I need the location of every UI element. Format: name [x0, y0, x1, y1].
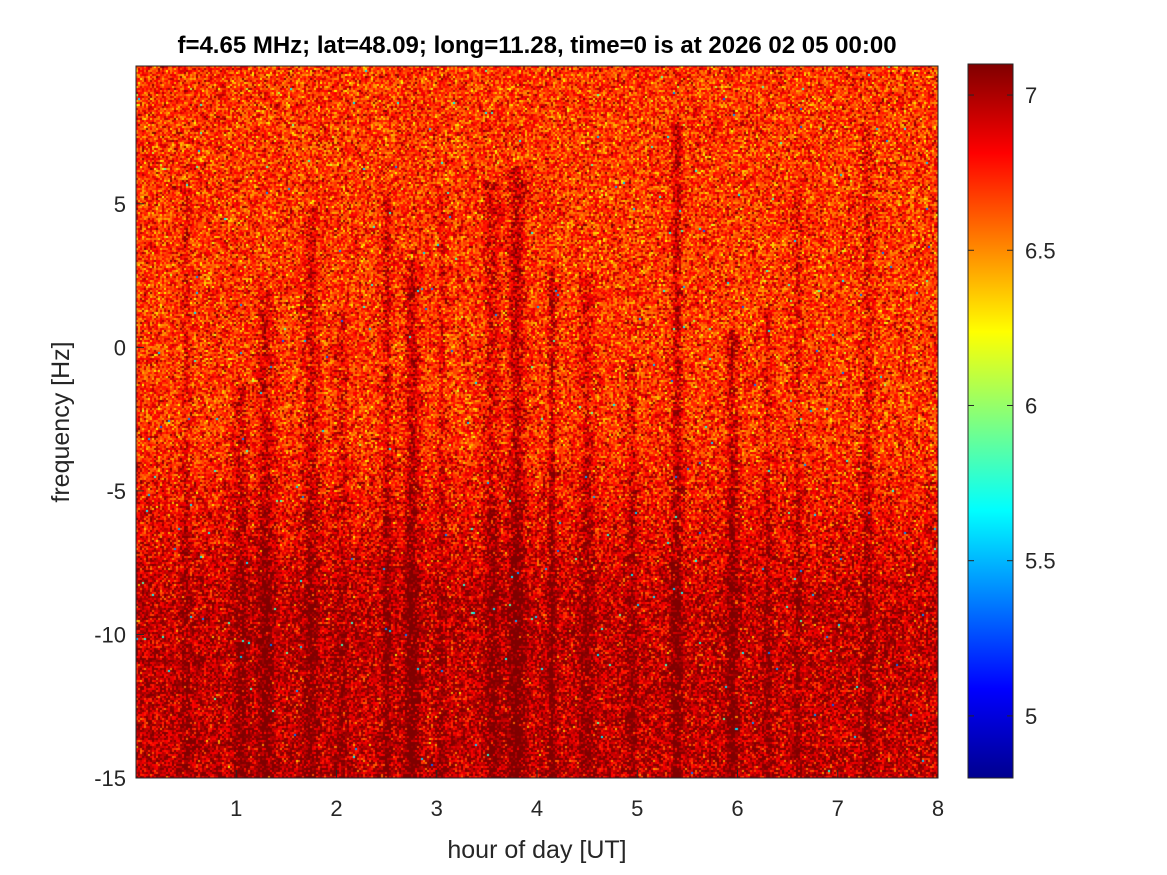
y-tick-label: -5 — [106, 479, 126, 504]
x-tick-label: 5 — [631, 796, 643, 821]
y-axis: -15 -10 -5 0 5 — [94, 192, 144, 791]
x-tick-label: 8 — [932, 796, 944, 821]
plot-area — [135, 65, 939, 779]
x-tick-label: 6 — [731, 796, 743, 821]
spectrogram-image — [136, 66, 938, 778]
x-axis: 1 2 3 4 5 6 7 8 — [230, 770, 944, 821]
colorbar-tick-label: 7 — [1025, 83, 1037, 108]
x-tick-label: 1 — [230, 796, 242, 821]
colorbar-tick-label: 6.5 — [1025, 238, 1056, 263]
colorbar-tick-label: 5.5 — [1025, 549, 1056, 574]
x-tick-label: 2 — [330, 796, 342, 821]
colorbar-tick-label: 5 — [1025, 704, 1037, 729]
y-tick-label: -10 — [94, 622, 126, 647]
x-tick-label: 4 — [531, 796, 543, 821]
chart-title: f=4.65 MHz; lat=48.09; long=11.28, time=… — [177, 32, 896, 59]
colorbar-bar — [967, 63, 1014, 779]
y-tick-label: -15 — [94, 766, 126, 791]
y-axis-label: frequency [Hz] — [47, 341, 75, 502]
y-tick-label: 5 — [114, 192, 126, 217]
colorbar-ticks: 5 5.5 6 6.5 7 — [968, 83, 1056, 729]
y-tick-label: 0 — [114, 335, 126, 360]
x-tick-label: 3 — [431, 796, 443, 821]
colorbar: 5 5.5 6 6.5 7 — [967, 63, 1056, 779]
x-axis-label: hour of day [UT] — [447, 836, 626, 864]
colorbar-tick-label: 6 — [1025, 393, 1037, 418]
x-tick-label: 7 — [832, 796, 844, 821]
